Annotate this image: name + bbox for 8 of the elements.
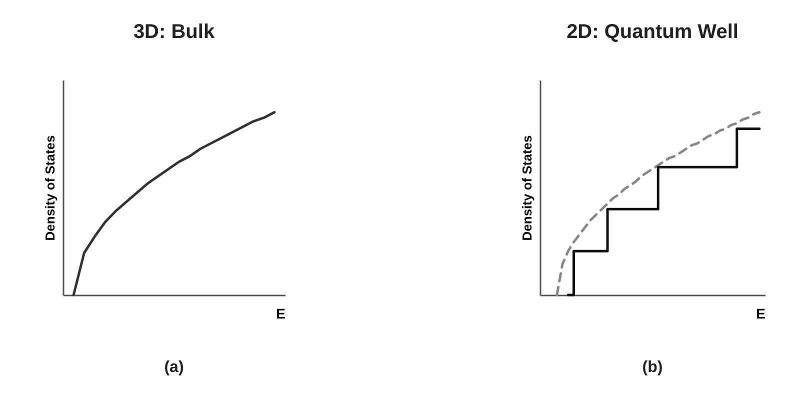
x-axis-title: E (756, 306, 766, 322)
text: (b) (642, 359, 663, 376)
chart-title: 3D: Bulk (133, 21, 216, 43)
y-axis-title: Density of States (42, 135, 58, 241)
x-axis-title: E (276, 306, 286, 322)
text: (a) (164, 359, 184, 376)
y-axis-title: Density of States (520, 135, 534, 241)
chart-title: 2D: Quantum Well (566, 21, 738, 43)
